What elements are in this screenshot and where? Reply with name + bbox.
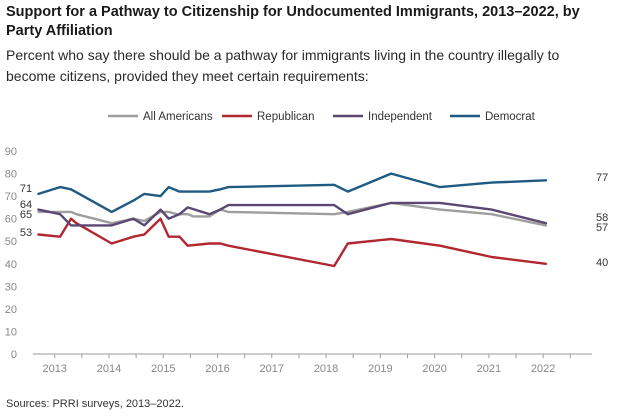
x-tick-label: 2016 bbox=[205, 363, 229, 375]
y-tick-label: 80 bbox=[5, 169, 17, 181]
start-value-label: 71 bbox=[20, 183, 32, 195]
x-tick-label: 2014 bbox=[97, 363, 121, 375]
y-tick-label: 60 bbox=[5, 214, 17, 226]
x-tick-label: 2015 bbox=[151, 363, 175, 375]
legend-label: Republican bbox=[257, 111, 315, 123]
x-tick-label: 2020 bbox=[422, 363, 446, 375]
y-tick-label: 30 bbox=[5, 281, 17, 293]
start-value-label: 65 bbox=[20, 209, 32, 221]
x-tick-label: 2021 bbox=[477, 363, 501, 375]
series-line bbox=[37, 217, 548, 268]
chart-title: Support for a Pathway to Citizenship for… bbox=[6, 4, 580, 39]
start-value-label: 53 bbox=[20, 227, 32, 239]
y-axis: 0 10 20 30 40 50 60 70 80 90 bbox=[5, 146, 17, 361]
chart-legend: All Americans Republican Independent Democr… bbox=[108, 111, 536, 123]
end-value-label: 58 bbox=[596, 212, 608, 224]
x-tick-label: 2019 bbox=[368, 363, 392, 375]
x-axis: 2013 2014 2015 2016 2017 2018 2019 2020 2021 2022 bbox=[33, 353, 592, 375]
series-line bbox=[37, 201, 548, 227]
legend-label: Democrat bbox=[485, 111, 536, 123]
start-value-label: 64 bbox=[20, 199, 32, 211]
x-tick-label: 2017 bbox=[260, 363, 284, 375]
y-tick-label: 90 bbox=[5, 146, 17, 158]
x-tick-label: 2022 bbox=[531, 363, 555, 375]
series-line bbox=[37, 172, 548, 214]
x-tick-label: 2013 bbox=[42, 363, 66, 375]
x-tick-label: 2018 bbox=[314, 363, 338, 375]
y-tick-label: 70 bbox=[5, 191, 17, 203]
y-tick-label: 50 bbox=[5, 236, 17, 248]
chart-subtitle: Percent who say there should be a pathwa… bbox=[6, 47, 560, 84]
series-end-labels: 65 57 53 40 64 58 71 77 bbox=[20, 172, 608, 269]
y-tick-label: 0 bbox=[11, 349, 17, 361]
y-tick-label: 10 bbox=[5, 326, 17, 338]
legend-label: All Americans bbox=[143, 111, 213, 123]
source-note: Sources: PRRI surveys, 2013–2022. bbox=[6, 398, 184, 410]
legend-label: Independent bbox=[368, 111, 433, 123]
series-lines bbox=[37, 172, 548, 268]
end-value-label: 57 bbox=[596, 222, 608, 234]
y-tick-label: 40 bbox=[5, 259, 17, 271]
end-value-label: 40 bbox=[596, 257, 608, 269]
end-value-label: 77 bbox=[596, 172, 608, 184]
y-tick-label: 20 bbox=[5, 304, 17, 316]
